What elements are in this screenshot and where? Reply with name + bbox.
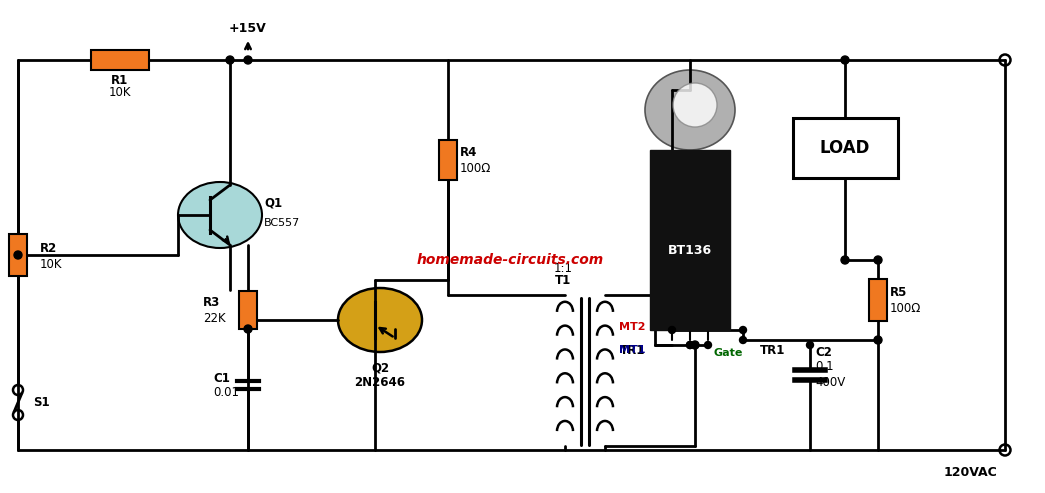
Text: R3: R3 [203,296,220,310]
Circle shape [841,56,849,64]
Circle shape [691,341,699,349]
Ellipse shape [178,182,262,248]
Circle shape [807,342,813,349]
FancyBboxPatch shape [439,140,457,180]
Text: 100Ω: 100Ω [460,163,491,176]
Text: C1: C1 [213,372,230,385]
Circle shape [687,342,694,349]
Text: 0.1: 0.1 [815,359,834,373]
Text: 400V: 400V [815,377,845,389]
Text: MT2: MT2 [619,322,645,332]
Ellipse shape [645,70,735,150]
Text: 100Ω: 100Ω [890,303,922,316]
FancyBboxPatch shape [239,291,257,329]
Circle shape [704,342,712,349]
Text: R1: R1 [112,73,129,86]
Text: 22K: 22K [203,313,226,325]
Circle shape [243,56,252,64]
Text: TR1: TR1 [760,344,786,356]
Text: R4: R4 [460,146,478,160]
Circle shape [669,326,675,333]
Text: R5: R5 [890,286,907,300]
Text: 10K: 10K [40,257,63,271]
Text: 0.01: 0.01 [213,387,239,399]
Text: LOAD: LOAD [820,139,870,157]
Text: Gate: Gate [713,348,742,358]
Text: 120VAC: 120VAC [944,465,997,479]
FancyBboxPatch shape [650,150,730,330]
Text: Q2: Q2 [371,361,389,375]
Circle shape [740,326,746,333]
Text: R2: R2 [40,242,57,254]
Text: +15V: +15V [229,22,266,35]
Text: S1: S1 [33,395,49,409]
Text: Q1: Q1 [264,197,282,210]
Text: BT136: BT136 [668,244,712,256]
Text: homemade-circuits.com: homemade-circuits.com [416,253,604,267]
Text: T1: T1 [555,275,572,287]
Circle shape [243,325,252,333]
Text: 1:1: 1:1 [554,261,573,275]
Text: 2N2646: 2N2646 [354,376,405,388]
Circle shape [226,56,234,64]
Text: MT1: MT1 [619,345,645,355]
Text: C2: C2 [815,347,832,359]
Circle shape [687,342,694,349]
Circle shape [841,256,849,264]
Circle shape [874,256,882,264]
FancyBboxPatch shape [9,234,27,276]
Text: 10K: 10K [109,86,132,100]
FancyBboxPatch shape [91,50,149,70]
Circle shape [874,336,882,344]
Ellipse shape [338,288,422,352]
FancyBboxPatch shape [869,279,887,321]
FancyBboxPatch shape [792,118,898,178]
Text: BC557: BC557 [264,218,300,228]
Circle shape [673,83,717,127]
Text: TR1: TR1 [620,344,645,356]
Circle shape [14,251,22,259]
Circle shape [740,337,746,344]
